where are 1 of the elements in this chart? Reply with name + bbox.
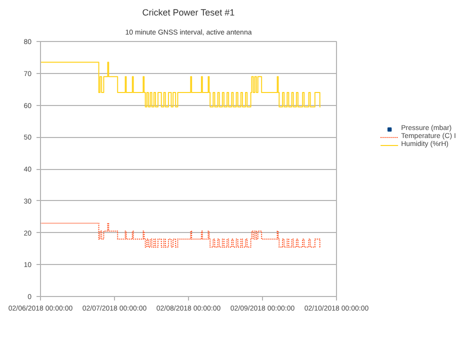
chart-title: Cricket Power Teset #1 (142, 8, 235, 18)
